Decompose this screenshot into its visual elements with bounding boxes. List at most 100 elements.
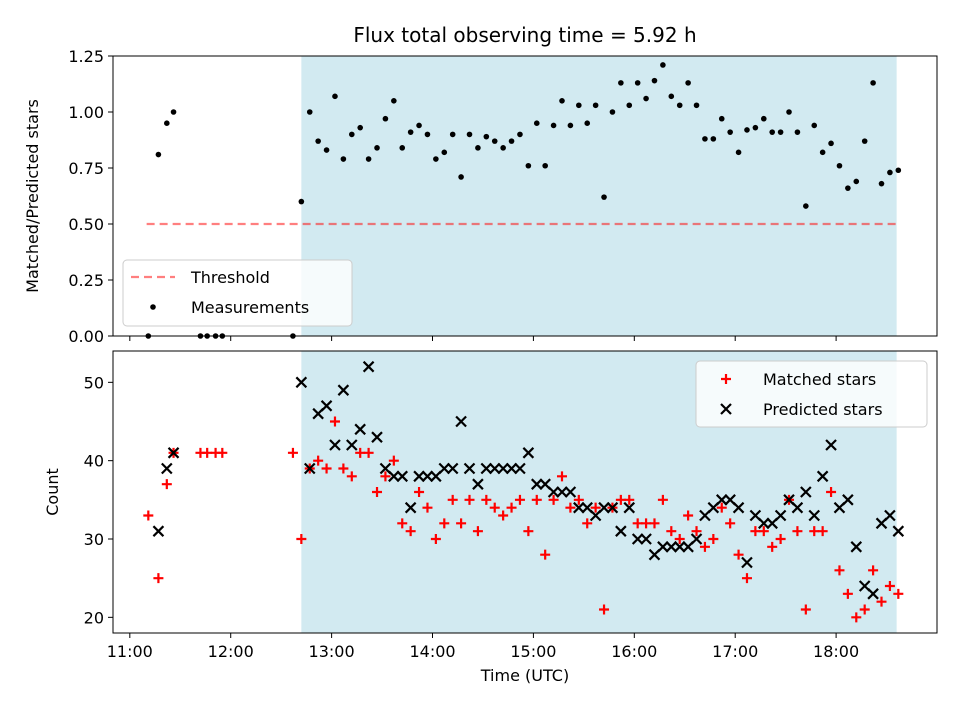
predicted-star-point — [808, 509, 821, 522]
legend-measurements-swatch — [150, 304, 156, 310]
measurement-point — [155, 151, 162, 158]
bottom-panel: 11:00 12:00 13:00 14:00 15:00 16:00 17:00 18:00… — [43, 350, 938, 685]
matched-star-point — [217, 447, 228, 458]
measurement-point — [567, 122, 574, 129]
predicted-star-point — [547, 486, 560, 498]
matched-star-point — [287, 447, 298, 458]
matched-star-point — [422, 502, 433, 513]
measurement-point — [298, 198, 305, 205]
predicted-star-point — [530, 478, 543, 490]
matched-star-point — [556, 471, 567, 482]
matched-star-point — [363, 447, 374, 458]
legend-box — [695, 360, 928, 428]
predicted-star-point — [438, 462, 451, 475]
predicted-star-point — [774, 509, 787, 522]
measurement-point — [634, 80, 641, 86]
x-tick-label: 15:00 — [510, 642, 556, 661]
legend-predicted-swatch — [720, 403, 732, 415]
matched-star-point — [414, 487, 425, 497]
matched-star-point — [313, 455, 324, 466]
matched-star-point — [649, 518, 660, 529]
matched-star-point — [632, 518, 643, 529]
measurement-point — [449, 131, 456, 138]
axes-frame — [112, 55, 938, 337]
matched-star-point — [405, 526, 416, 537]
measurement-point — [508, 138, 515, 144]
matched-star-point — [582, 518, 593, 529]
legend-matched-swatch — [721, 374, 731, 384]
predicted-star-point — [673, 541, 686, 553]
measurement-point — [769, 129, 775, 135]
matched-star-point — [143, 510, 154, 521]
predicted-star-point — [842, 494, 854, 506]
measurement-point — [441, 149, 448, 156]
measurement-point — [727, 129, 733, 135]
predicted-star-point — [690, 533, 703, 545]
measurement-point — [895, 167, 902, 174]
predicted-star-point — [657, 541, 669, 553]
measurement-point — [517, 131, 523, 138]
matched-star-point — [338, 463, 349, 474]
matched-star-point — [380, 471, 391, 482]
predicted-star-point — [354, 423, 366, 436]
measurement-point — [348, 131, 355, 138]
predicted-star-point — [791, 501, 804, 514]
predicted-star-point — [556, 486, 568, 498]
matched-star-point — [859, 604, 870, 615]
predicted-star-point — [867, 588, 879, 600]
measurement-point — [365, 156, 372, 162]
measurement-point — [760, 115, 767, 122]
matched-star-point — [775, 534, 786, 544]
measurement-point — [811, 122, 818, 129]
measurement-point — [491, 138, 498, 144]
predicted-star-point — [152, 525, 165, 537]
measurement-point — [458, 174, 464, 180]
matched-star-point — [540, 549, 551, 560]
measurement-point — [702, 136, 708, 142]
y-tick-label: 50 — [84, 373, 104, 392]
matched-star-point — [506, 502, 517, 513]
predicted-star-point — [732, 501, 745, 514]
predicted-star-point — [598, 501, 610, 514]
y-tick-label: 0.50 — [68, 215, 104, 234]
matched-star-point — [531, 494, 542, 505]
x-tick-label: 14:00 — [409, 642, 455, 661]
predicted-star-point — [167, 447, 180, 459]
measurement-point — [197, 333, 204, 339]
matched-star-point — [842, 588, 853, 599]
measurement-point — [651, 77, 658, 84]
measurement-point — [794, 129, 801, 135]
matched-star-point — [599, 604, 610, 615]
predicted-star-point — [371, 431, 383, 443]
matched-star-point — [439, 518, 450, 529]
matched-star-point — [826, 487, 837, 497]
predicted-star-point — [514, 462, 526, 475]
matched-star-point — [657, 494, 668, 505]
matched-star-point — [851, 612, 862, 623]
y-tick-label: 30 — [84, 530, 104, 549]
matched-star-point — [321, 463, 332, 474]
y-tick-label: 1.25 — [68, 47, 104, 66]
matched-star-point — [741, 573, 752, 584]
measurement-point — [306, 109, 313, 115]
measurement-point — [828, 140, 834, 147]
y-tick-label: 0.25 — [68, 271, 104, 290]
matched-star-point — [615, 494, 626, 505]
predicted-star-point — [488, 462, 501, 475]
measurement-point — [315, 138, 321, 144]
matched-star-point — [674, 534, 685, 544]
matched-star-point — [699, 541, 710, 552]
y-tick-label: 40 — [84, 452, 104, 471]
measurement-point — [609, 109, 616, 115]
y-tick-label: 0.75 — [68, 159, 104, 178]
measurement-point — [853, 178, 860, 185]
matched-star-point — [683, 510, 694, 521]
measurement-point — [374, 145, 380, 151]
measurement-point — [212, 333, 219, 339]
measurement-point — [626, 102, 633, 109]
predicted-star-point — [446, 462, 459, 475]
matched-star-point — [884, 581, 895, 591]
measurement-point — [407, 129, 414, 135]
measurement-point — [399, 145, 406, 151]
matched-star-point — [456, 518, 467, 529]
